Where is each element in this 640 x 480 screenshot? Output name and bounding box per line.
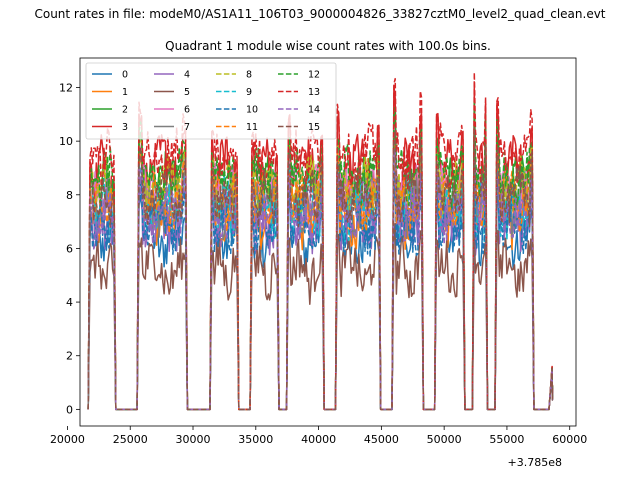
- legend-entry: 3: [92, 122, 128, 133]
- legend-label: 1: [122, 87, 128, 98]
- x-tick-label: 45000: [364, 433, 399, 446]
- legend-label: 3: [122, 122, 128, 133]
- legend-entry: 7: [154, 122, 190, 133]
- legend-entry: 1: [92, 87, 128, 98]
- legend-label: 10: [246, 105, 258, 116]
- x-tick-label: 30000: [176, 433, 211, 446]
- x-tick-label: 55000: [489, 433, 524, 446]
- legend-entry: 14: [278, 105, 320, 116]
- legend-label: 6: [184, 105, 190, 116]
- legend-entry: 12: [278, 70, 320, 81]
- legend-label: 11: [246, 122, 258, 133]
- y-tick-label: 6: [66, 242, 73, 255]
- chart-title: Quadrant 1 module wise count rates with …: [165, 39, 491, 53]
- x-tick-label: 50000: [427, 433, 462, 446]
- y-tick-label: 4: [66, 296, 73, 309]
- legend-label: 2: [122, 105, 128, 116]
- legend-entry: 10: [216, 105, 258, 116]
- legend-box: [85, 62, 337, 140]
- x-tick-label: 60000: [552, 433, 587, 446]
- legend-label: 8: [246, 70, 252, 81]
- legend-label: 13: [308, 87, 320, 98]
- y-tick-label: 0: [66, 403, 73, 416]
- y-axis: 0 2 4 6 8 10 12: [59, 82, 80, 416]
- figure-suptitle: Count rates in file: modeM0/AS1A11_106T0…: [34, 7, 605, 21]
- y-tick-label: 8: [66, 189, 73, 202]
- legend-entry: 0: [92, 70, 128, 81]
- x-offset-label: +3.785e8: [508, 456, 562, 469]
- y-tick-label: 10: [59, 135, 73, 148]
- x-tick-label: 35000: [238, 433, 273, 446]
- legend-label: 9: [246, 87, 252, 98]
- x-tick-label: 40000: [301, 433, 336, 446]
- y-tick-label: 12: [59, 82, 73, 95]
- plot-frame: [79, 57, 577, 427]
- legend-entry: 4: [154, 70, 190, 81]
- legend-label: 15: [308, 122, 320, 133]
- legend-entry: 5: [154, 87, 190, 98]
- legend-entry: 2: [92, 105, 128, 116]
- x-tick-label: 25000: [113, 433, 148, 446]
- legend-entry: 6: [154, 105, 190, 116]
- legend-label: 4: [184, 70, 190, 81]
- legend-entry: 15: [278, 122, 320, 133]
- series-line-5: [87, 223, 554, 411]
- legend-label: 0: [122, 70, 128, 81]
- legend-label: 5: [184, 87, 190, 98]
- legend-label: 14: [308, 105, 320, 116]
- series-line-15: [87, 127, 554, 411]
- legend-label: 7: [184, 122, 190, 133]
- legend-entry: 8: [216, 70, 252, 81]
- legend-label: 12: [308, 70, 320, 81]
- y-tick-label: 2: [66, 350, 73, 363]
- x-axis: 20000 25000 30000 35000 40000 45000 50000 55000…: [50, 426, 587, 446]
- x-tick-label: 20000: [50, 433, 85, 446]
- legend-entry: 11: [216, 122, 258, 133]
- series-lines: [87, 71, 554, 411]
- legend-entry: 13: [278, 87, 320, 98]
- legend-entry: 9: [216, 87, 252, 98]
